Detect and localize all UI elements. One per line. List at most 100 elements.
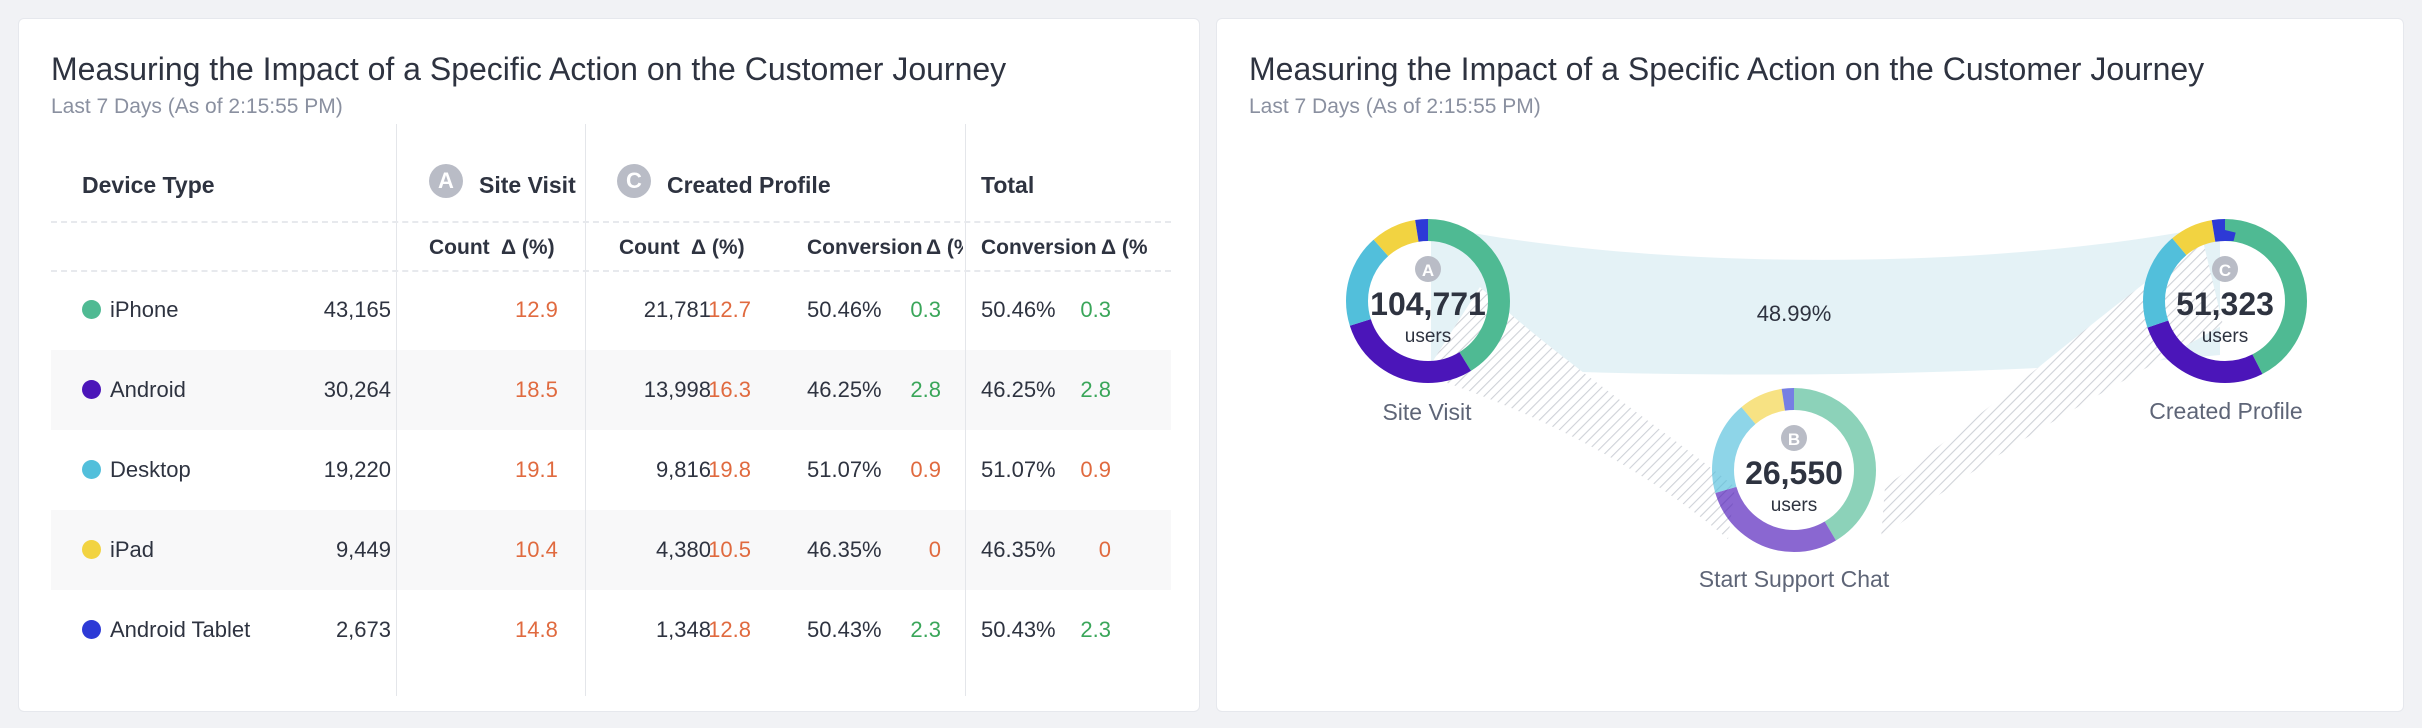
ring-segment[interactable] [1346, 219, 1510, 383]
c-conversion: 46.25% [807, 377, 882, 402]
ring-segment[interactable] [1346, 219, 1510, 383]
ring-segment[interactable] [2143, 219, 2307, 383]
t-conversion: 50.43% [981, 617, 1056, 642]
c-count: 13,998 [643, 377, 711, 402]
t-conv-delta: 2.3 [1080, 617, 1111, 642]
c-count-header[interactable]: Count [619, 236, 680, 259]
device-type-header[interactable]: Device Type [82, 172, 215, 198]
t-conversion-header[interactable]: Conversion [981, 236, 1097, 259]
t-conv-delta: 0.3 [1080, 297, 1111, 322]
a-count: 2,673 [335, 617, 391, 642]
node-unit: users [2202, 326, 2248, 347]
flow-card-subtitle: Last 7 Days (As of 2:15:55 PM) [1249, 95, 1541, 118]
total-header[interactable]: Total [981, 172, 1035, 198]
c-conversion: 50.43% [807, 617, 882, 642]
t-conv-delta: 0 [1098, 537, 1111, 562]
node-label: Site Visit [1382, 399, 1472, 425]
column-divider [396, 124, 397, 696]
c-count: 21,781 [643, 297, 711, 322]
table-card: Measuring the Impact of a Specific Actio… [18, 18, 1200, 712]
c-conv-delta: 0.9 [910, 457, 941, 482]
c-conv-delta: 0.3 [910, 297, 941, 322]
node-badge [1781, 425, 1807, 451]
node-unit: users [1771, 495, 1817, 516]
a-count: 9,449 [335, 537, 391, 562]
header-divider [51, 270, 1171, 272]
node-user-count: 26,550 [1745, 455, 1843, 491]
step-a-badge: A [429, 164, 463, 198]
c-conv-delta: 2.3 [910, 617, 941, 642]
ring-segment[interactable] [2143, 219, 2307, 383]
t-conversion: 50.46% [981, 297, 1056, 322]
header-divider [51, 221, 1171, 223]
t-conversion: 51.07% [981, 457, 1056, 482]
node-site-visit[interactable]: A 104,771 users Site Visit [1346, 219, 1510, 425]
created-profile-header[interactable]: Created Profile [667, 172, 831, 198]
device-color-dot [82, 620, 101, 639]
a-count: 30,264 [323, 377, 391, 402]
device-name: Android Tablet [110, 617, 251, 642]
node-support-chat[interactable]: B 26,550 users Start Support Chat [1699, 388, 1890, 592]
c-conversion: 50.46% [807, 297, 882, 322]
flow-band-a-to-b[interactable] [1424, 287, 1735, 539]
t-conv-delta-header[interactable]: Δ (% [1101, 236, 1148, 259]
device-color-dot [82, 460, 101, 479]
ring-segment[interactable] [1712, 388, 1876, 552]
table-card-subtitle: Last 7 Days (As of 2:15:55 PM) [51, 95, 343, 118]
c-count: 9,816 [655, 457, 711, 482]
node-unit: users [1405, 326, 1451, 347]
c-conversion-header[interactable]: Conversion [807, 236, 923, 259]
ring-segment[interactable] [1346, 219, 1510, 383]
a-count-header[interactable]: Count [429, 236, 490, 259]
c-conversion: 46.35% [807, 537, 882, 562]
device-color-dot [82, 540, 101, 559]
c-conv-delta: 2.8 [910, 377, 941, 402]
c-delta-header[interactable]: Δ (%) [691, 236, 745, 259]
t-conversion: 46.35% [981, 537, 1056, 562]
node-label: Start Support Chat [1699, 566, 1890, 592]
device-color-dot [82, 380, 101, 399]
c-conv-delta-header[interactable]: Δ (% [926, 236, 963, 259]
a-delta-header[interactable]: Δ (%) [501, 236, 555, 259]
node-badge [2212, 256, 2238, 282]
device-name: iPhone [110, 297, 179, 322]
c-delta: 10.5 [708, 537, 751, 562]
node-created-profile[interactable]: C 51,323 users Created Profile [2143, 219, 2307, 424]
row-stripe [51, 350, 1171, 430]
a-delta: 14.8 [515, 617, 558, 642]
flow-diagram: 48.99% A 104,771 users Site Visit C 51,323 use… [1346, 219, 2307, 592]
a-delta: 19.1 [515, 457, 558, 482]
device-name: iPad [110, 537, 155, 562]
table-card-title: Measuring the Impact of a Specific Actio… [51, 51, 1007, 87]
node-badge-letter: B [1788, 430, 1800, 449]
t-conv-delta: 2.8 [1080, 377, 1111, 402]
node-user-count: 51,323 [2176, 286, 2274, 322]
c-count: 1,348 [655, 617, 711, 642]
c-delta: 12.8 [708, 617, 751, 642]
device-name: Desktop [110, 457, 191, 482]
device-table: Device Type A Site Visit C Created Profi… [51, 124, 1171, 696]
c-delta: 12.7 [708, 297, 751, 322]
t-conversion: 46.25% [981, 377, 1056, 402]
node-badge [1415, 256, 1441, 282]
flow-band-b-to-c[interactable] [1881, 241, 2223, 539]
c-count: 4,380 [655, 537, 711, 562]
column-divider [965, 124, 966, 696]
c-delta: 19.8 [708, 457, 751, 482]
device-color-dot [82, 300, 101, 319]
flow-percentage: 48.99% [1757, 301, 1832, 326]
flow-band-a-to-c[interactable] [1431, 225, 2220, 375]
ring-segment[interactable] [1712, 388, 1876, 552]
a-delta: 18.5 [515, 377, 558, 402]
a-delta: 12.9 [515, 297, 558, 322]
t-conv-delta: 0.9 [1080, 457, 1111, 482]
column-divider [585, 124, 586, 696]
device-name: Android [110, 377, 186, 402]
site-visit-header[interactable]: Site Visit [479, 172, 576, 198]
node-user-count: 104,771 [1370, 286, 1486, 322]
c-conversion: 51.07% [807, 457, 882, 482]
ring-segment[interactable] [1712, 388, 1876, 552]
flow-card: Measuring the Impact of a Specific Actio… [1216, 18, 2404, 712]
ring-segment[interactable] [2143, 219, 2307, 383]
a-count: 19,220 [323, 457, 391, 482]
